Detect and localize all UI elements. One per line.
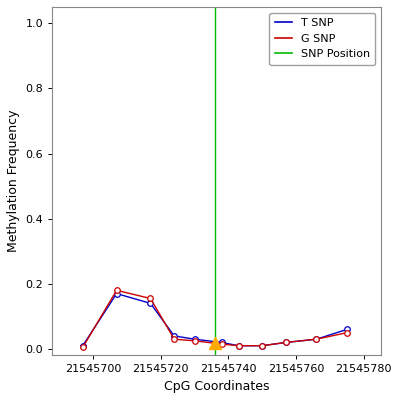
Y-axis label: Methylation Frequency: Methylation Frequency [7,110,20,252]
X-axis label: CpG Coordinates: CpG Coordinates [164,380,269,393]
Legend: T SNP, G SNP, SNP Position: T SNP, G SNP, SNP Position [270,12,375,65]
